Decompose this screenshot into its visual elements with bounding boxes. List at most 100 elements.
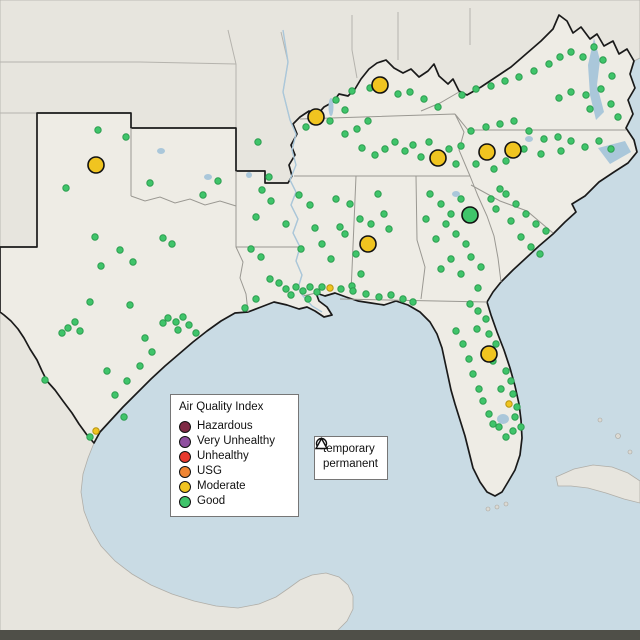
aqi-station-marker[interactable] [537, 150, 545, 158]
aqi-station-marker[interactable] [387, 291, 395, 299]
aqi-station-marker[interactable] [501, 77, 509, 85]
aqi-station-marker[interactable] [556, 53, 564, 61]
aqi-station-marker[interactable] [306, 283, 314, 291]
aqi-station-marker[interactable] [122, 133, 130, 141]
aqi-station-marker[interactable] [159, 319, 167, 327]
aqi-station-marker[interactable] [555, 94, 563, 102]
aqi-station-marker[interactable] [357, 270, 365, 278]
aqi-station-marker[interactable] [120, 413, 128, 421]
aqi-station-marker[interactable] [159, 234, 167, 242]
aqi-station-marker[interactable] [307, 108, 325, 126]
aqi-station-marker[interactable] [607, 145, 615, 153]
aqi-station-marker[interactable] [327, 255, 335, 263]
aqi-station-marker[interactable] [341, 130, 349, 138]
aqi-station-marker[interactable] [247, 245, 255, 253]
aqi-station-marker[interactable] [590, 43, 598, 51]
aqi-station-marker[interactable] [497, 385, 505, 393]
aqi-station-marker[interactable] [136, 362, 144, 370]
aqi-station-marker[interactable] [381, 145, 389, 153]
aqi-station-marker[interactable] [545, 60, 553, 68]
aqi-station-marker[interactable] [437, 200, 445, 208]
aqi-station-marker[interactable] [295, 191, 303, 199]
aqi-station-marker[interactable] [214, 177, 222, 185]
aqi-station-marker[interactable] [581, 143, 589, 151]
aqi-station-marker[interactable] [485, 330, 493, 338]
aqi-station-marker[interactable] [287, 291, 295, 299]
aqi-station-marker[interactable] [502, 190, 510, 198]
aqi-station-marker[interactable] [557, 147, 565, 155]
aqi-station-marker[interactable] [542, 227, 550, 235]
aqi-station-marker[interactable] [447, 255, 455, 263]
aqi-station-marker[interactable] [332, 195, 340, 203]
aqi-station-marker[interactable] [434, 103, 442, 111]
aqi-station-marker[interactable] [567, 137, 575, 145]
aqi-station-marker[interactable] [346, 200, 354, 208]
aqi-station-marker[interactable] [425, 138, 433, 146]
aqi-station-marker[interactable] [282, 220, 290, 228]
aqi-station-marker[interactable] [336, 223, 344, 231]
aqi-station-marker[interactable] [409, 141, 417, 149]
aqi-station-marker[interactable] [91, 233, 99, 241]
aqi-station-marker[interactable] [348, 87, 356, 95]
aqi-station-marker[interactable] [607, 100, 615, 108]
aqi-station-marker[interactable] [394, 90, 402, 98]
aqi-station-marker[interactable] [507, 217, 515, 225]
aqi-station-marker[interactable] [478, 143, 496, 161]
aqi-station-marker[interactable] [374, 190, 382, 198]
aqi-station-marker[interactable] [326, 284, 334, 292]
aqi-station-marker[interactable] [337, 285, 345, 293]
aqi-station-marker[interactable] [126, 301, 134, 309]
aqi-station-marker[interactable] [267, 197, 275, 205]
aqi-station-marker[interactable] [420, 95, 428, 103]
aqi-station-marker[interactable] [492, 340, 500, 348]
aqi-station-marker[interactable] [199, 191, 207, 199]
aqi-station-marker[interactable] [179, 313, 187, 321]
aqi-station-marker[interactable] [422, 215, 430, 223]
aqi-station-marker[interactable] [409, 298, 417, 306]
aqi-station-marker[interactable] [509, 390, 517, 398]
aqi-station-marker[interactable] [502, 433, 510, 441]
aqi-station-marker[interactable] [241, 304, 249, 312]
aqi-station-marker[interactable] [614, 113, 622, 121]
aqi-station-marker[interactable] [599, 56, 607, 64]
aqi-station-marker[interactable] [452, 327, 460, 335]
aqi-station-marker[interactable] [502, 367, 510, 375]
aqi-station-marker[interactable] [297, 245, 305, 253]
aqi-station-marker[interactable] [292, 283, 300, 291]
aqi-station-marker[interactable] [174, 326, 182, 334]
aqi-station-marker[interactable] [475, 385, 483, 393]
aqi-station-marker[interactable] [359, 235, 377, 253]
aqi-station-marker[interactable] [597, 85, 605, 93]
aqi-station-marker[interactable] [103, 367, 111, 375]
aqi-station-marker[interactable] [509, 427, 517, 435]
aqi-station-marker[interactable] [429, 149, 447, 167]
aqi-station-marker[interactable] [356, 215, 364, 223]
aqi-station-marker[interactable] [64, 324, 72, 332]
aqi-station-marker[interactable] [457, 142, 465, 150]
aqi-station-marker[interactable] [515, 73, 523, 81]
aqi-station-marker[interactable] [304, 295, 312, 303]
aqi-station-marker[interactable] [579, 53, 587, 61]
aqi-station-marker[interactable] [467, 127, 475, 135]
marker-layer[interactable] [41, 43, 622, 441]
aqi-station-marker[interactable] [517, 233, 525, 241]
aqi-station-marker[interactable] [479, 397, 487, 405]
aqi-station-marker[interactable] [385, 225, 393, 233]
aqi-station-marker[interactable] [252, 295, 260, 303]
aqi-station-marker[interactable] [465, 355, 473, 363]
aqi-station-marker[interactable] [567, 88, 575, 96]
aqi-station-marker[interactable] [492, 205, 500, 213]
aqi-station-marker[interactable] [266, 275, 274, 283]
aqi-station-marker[interactable] [254, 138, 262, 146]
aqi-station-marker[interactable] [417, 153, 425, 161]
aqi-station-marker[interactable] [358, 144, 366, 152]
aqi-station-marker[interactable] [502, 157, 510, 165]
aqi-station-marker[interactable] [445, 145, 453, 153]
aqi-station-marker[interactable] [510, 117, 518, 125]
aqi-station-marker[interactable] [532, 220, 540, 228]
aqi-station-marker[interactable] [341, 230, 349, 238]
aqi-station-marker[interactable] [527, 243, 535, 251]
aqi-station-marker[interactable] [111, 391, 119, 399]
aqi-station-marker[interactable] [367, 220, 375, 228]
aqi-station-marker[interactable] [371, 76, 389, 94]
